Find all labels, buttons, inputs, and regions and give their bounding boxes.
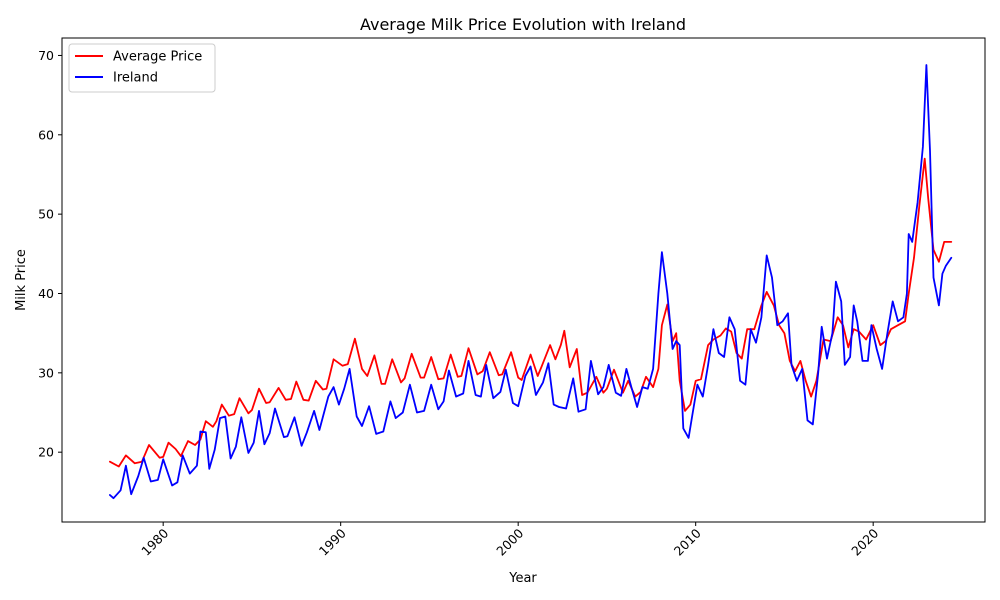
- y-axis-label: Milk Price: [14, 249, 29, 311]
- y-tick-label: 70: [38, 48, 54, 63]
- y-axis: 20 30 40 50 60 70: [38, 48, 62, 460]
- legend-label: Ireland: [113, 71, 158, 86]
- legend-label: Average Price: [113, 50, 202, 65]
- series-line-ireland: [109, 64, 953, 500]
- plot-area: [61, 37, 986, 523]
- chart-title: Average Milk Price Evolution with Irelan…: [360, 15, 686, 34]
- y-tick-label: 30: [38, 365, 54, 380]
- x-axis-label: Year: [508, 571, 537, 586]
- y-tick-label: 60: [38, 127, 54, 142]
- y-tick-label: 40: [38, 286, 54, 301]
- series-line-average-price: [109, 157, 953, 468]
- series-layer: [109, 64, 953, 500]
- legend-box: [68, 43, 216, 93]
- y-tick-label: 20: [38, 445, 54, 460]
- y-tick-label: 50: [38, 207, 54, 222]
- legend: Average Price Ireland: [68, 43, 216, 93]
